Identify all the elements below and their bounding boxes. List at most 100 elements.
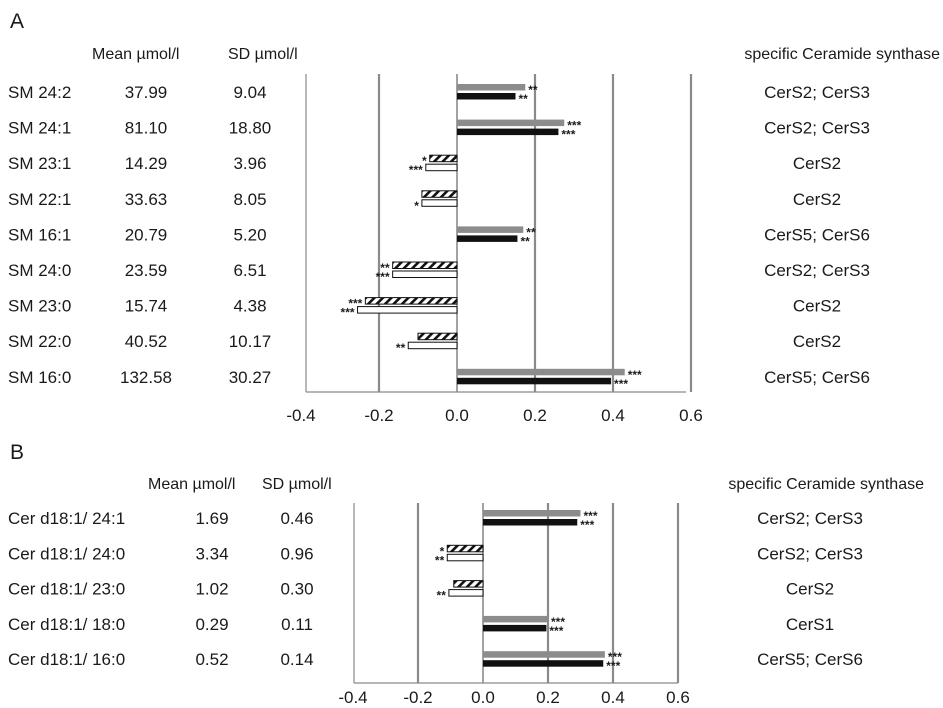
row-sd: 5.20 (233, 225, 266, 244)
row-synthase: CerS5; CerS6 (757, 650, 863, 669)
bar-hatched (447, 545, 483, 552)
header-sd: SD µmol/l (262, 476, 332, 493)
x-tick-label: 0.2 (536, 688, 560, 707)
x-tick-label: 0.0 (445, 406, 469, 425)
bar-gray (457, 84, 525, 91)
row-synthase: CerS2; CerS3 (764, 261, 870, 280)
bar-white (449, 590, 483, 597)
panel-letter: A (10, 10, 24, 33)
x-tick-label: 0.2 (523, 406, 547, 425)
bar-black (483, 625, 546, 632)
row-mean: 1.69 (195, 509, 228, 528)
row-synthase: CerS1 (786, 615, 834, 634)
row-mean: 40.52 (125, 332, 168, 351)
row-synthase: CerS2 (793, 332, 841, 351)
row-mean: 1.02 (195, 580, 228, 599)
row-sd: 9.04 (233, 83, 266, 102)
row-synthase: CerS2; CerS3 (764, 119, 870, 138)
significance-label: *** (561, 128, 575, 142)
bar-white (408, 342, 457, 349)
row-label: SM 24:1 (8, 119, 71, 138)
significance-label: *** (606, 659, 620, 673)
row-synthase: CerS2 (793, 190, 841, 209)
significance-label: ** (396, 341, 406, 355)
row-label: SM 16:1 (8, 225, 71, 244)
header-sd: SD µmol/l (228, 46, 298, 63)
significance-label: *** (409, 163, 423, 177)
significance-label: ** (435, 553, 445, 567)
bar-black (457, 129, 558, 136)
significance-label: ** (520, 234, 530, 248)
row-label: Cer d18:1/ 18:0 (8, 615, 125, 634)
row-label: SM 24:0 (8, 261, 71, 280)
x-tick-label: -0.2 (364, 406, 393, 425)
bar-gray (457, 120, 564, 127)
bar-white (393, 271, 457, 278)
significance-label: *** (580, 518, 594, 532)
bar-hatched (422, 191, 457, 198)
row-synthase: CerS2 (786, 580, 834, 599)
significance-label: *** (376, 270, 390, 284)
row-mean: 0.29 (195, 615, 228, 634)
row-synthase: CerS2; CerS3 (757, 544, 863, 563)
bar-hatched (454, 581, 483, 588)
row-label: SM 23:1 (8, 154, 71, 173)
x-tick-label: -0.4 (338, 688, 367, 707)
x-tick-label: -0.4 (286, 406, 315, 425)
bar-black (457, 378, 611, 385)
row-sd: 4.38 (233, 297, 266, 316)
header-mean: Mean µmol/l (148, 476, 235, 493)
x-tick-label: 0.6 (666, 688, 690, 707)
significance-label: ** (519, 92, 529, 106)
row-label: SM 22:1 (8, 190, 71, 209)
x-tick-label: 0.4 (601, 406, 625, 425)
row-mean: 23.59 (125, 261, 168, 280)
row-label: SM 23:0 (8, 297, 71, 316)
row-mean: 20.79 (125, 225, 168, 244)
x-tick-label: 0.4 (601, 688, 625, 707)
bar-gray (483, 651, 605, 658)
row-sd: 3.96 (233, 154, 266, 173)
row-sd: 0.11 (281, 615, 313, 634)
x-tick-label: 0.6 (679, 406, 703, 425)
bar-gray (483, 510, 581, 517)
bar-gray (483, 616, 548, 623)
row-label: Cer d18:1/ 23:0 (8, 580, 125, 599)
row-sd: 0.30 (280, 580, 313, 599)
row-mean: 0.52 (195, 650, 228, 669)
bar-white (447, 554, 483, 561)
significance-label: ** (437, 589, 447, 603)
row-mean: 14.29 (125, 154, 168, 173)
bar-white (422, 200, 457, 207)
row-mean: 37.99 (125, 83, 168, 102)
significance-label: *** (549, 624, 563, 638)
row-synthase: CerS5; CerS6 (764, 225, 870, 244)
row-label: Cer d18:1/ 16:0 (8, 650, 125, 669)
bar-gray (457, 369, 625, 376)
row-sd: 18.80 (229, 119, 272, 138)
row-sd: 0.14 (280, 650, 313, 669)
row-label: Cer d18:1/ 24:1 (8, 509, 125, 528)
row-synthase: CerS2 (793, 297, 841, 316)
panel-b: BMean µmol/l SD µmol/l specific Ceramide s… (8, 441, 924, 707)
bar-hatched (365, 298, 457, 305)
row-label: SM 16:0 (8, 368, 71, 387)
row-sd: 8.05 (233, 190, 266, 209)
row-sd: 6.51 (233, 261, 266, 280)
row-mean: 33.63 (125, 190, 168, 209)
bar-white (426, 164, 457, 171)
row-synthase: CerS2; CerS3 (757, 509, 863, 528)
row-synthase: CerS2; CerS3 (764, 83, 870, 102)
row-sd: 10.17 (229, 332, 272, 351)
significance-label: *** (628, 368, 642, 382)
bar-black (457, 93, 516, 100)
x-tick-label: -0.2 (403, 688, 432, 707)
row-label: Cer d18:1/ 24:0 (8, 544, 125, 563)
row-mean: 81.10 (125, 119, 168, 138)
panel-letter: B (10, 441, 24, 464)
bar-hatched (430, 155, 457, 162)
bar-gray (457, 226, 523, 233)
significance-label: *** (614, 377, 628, 391)
row-sd: 0.96 (280, 544, 313, 563)
